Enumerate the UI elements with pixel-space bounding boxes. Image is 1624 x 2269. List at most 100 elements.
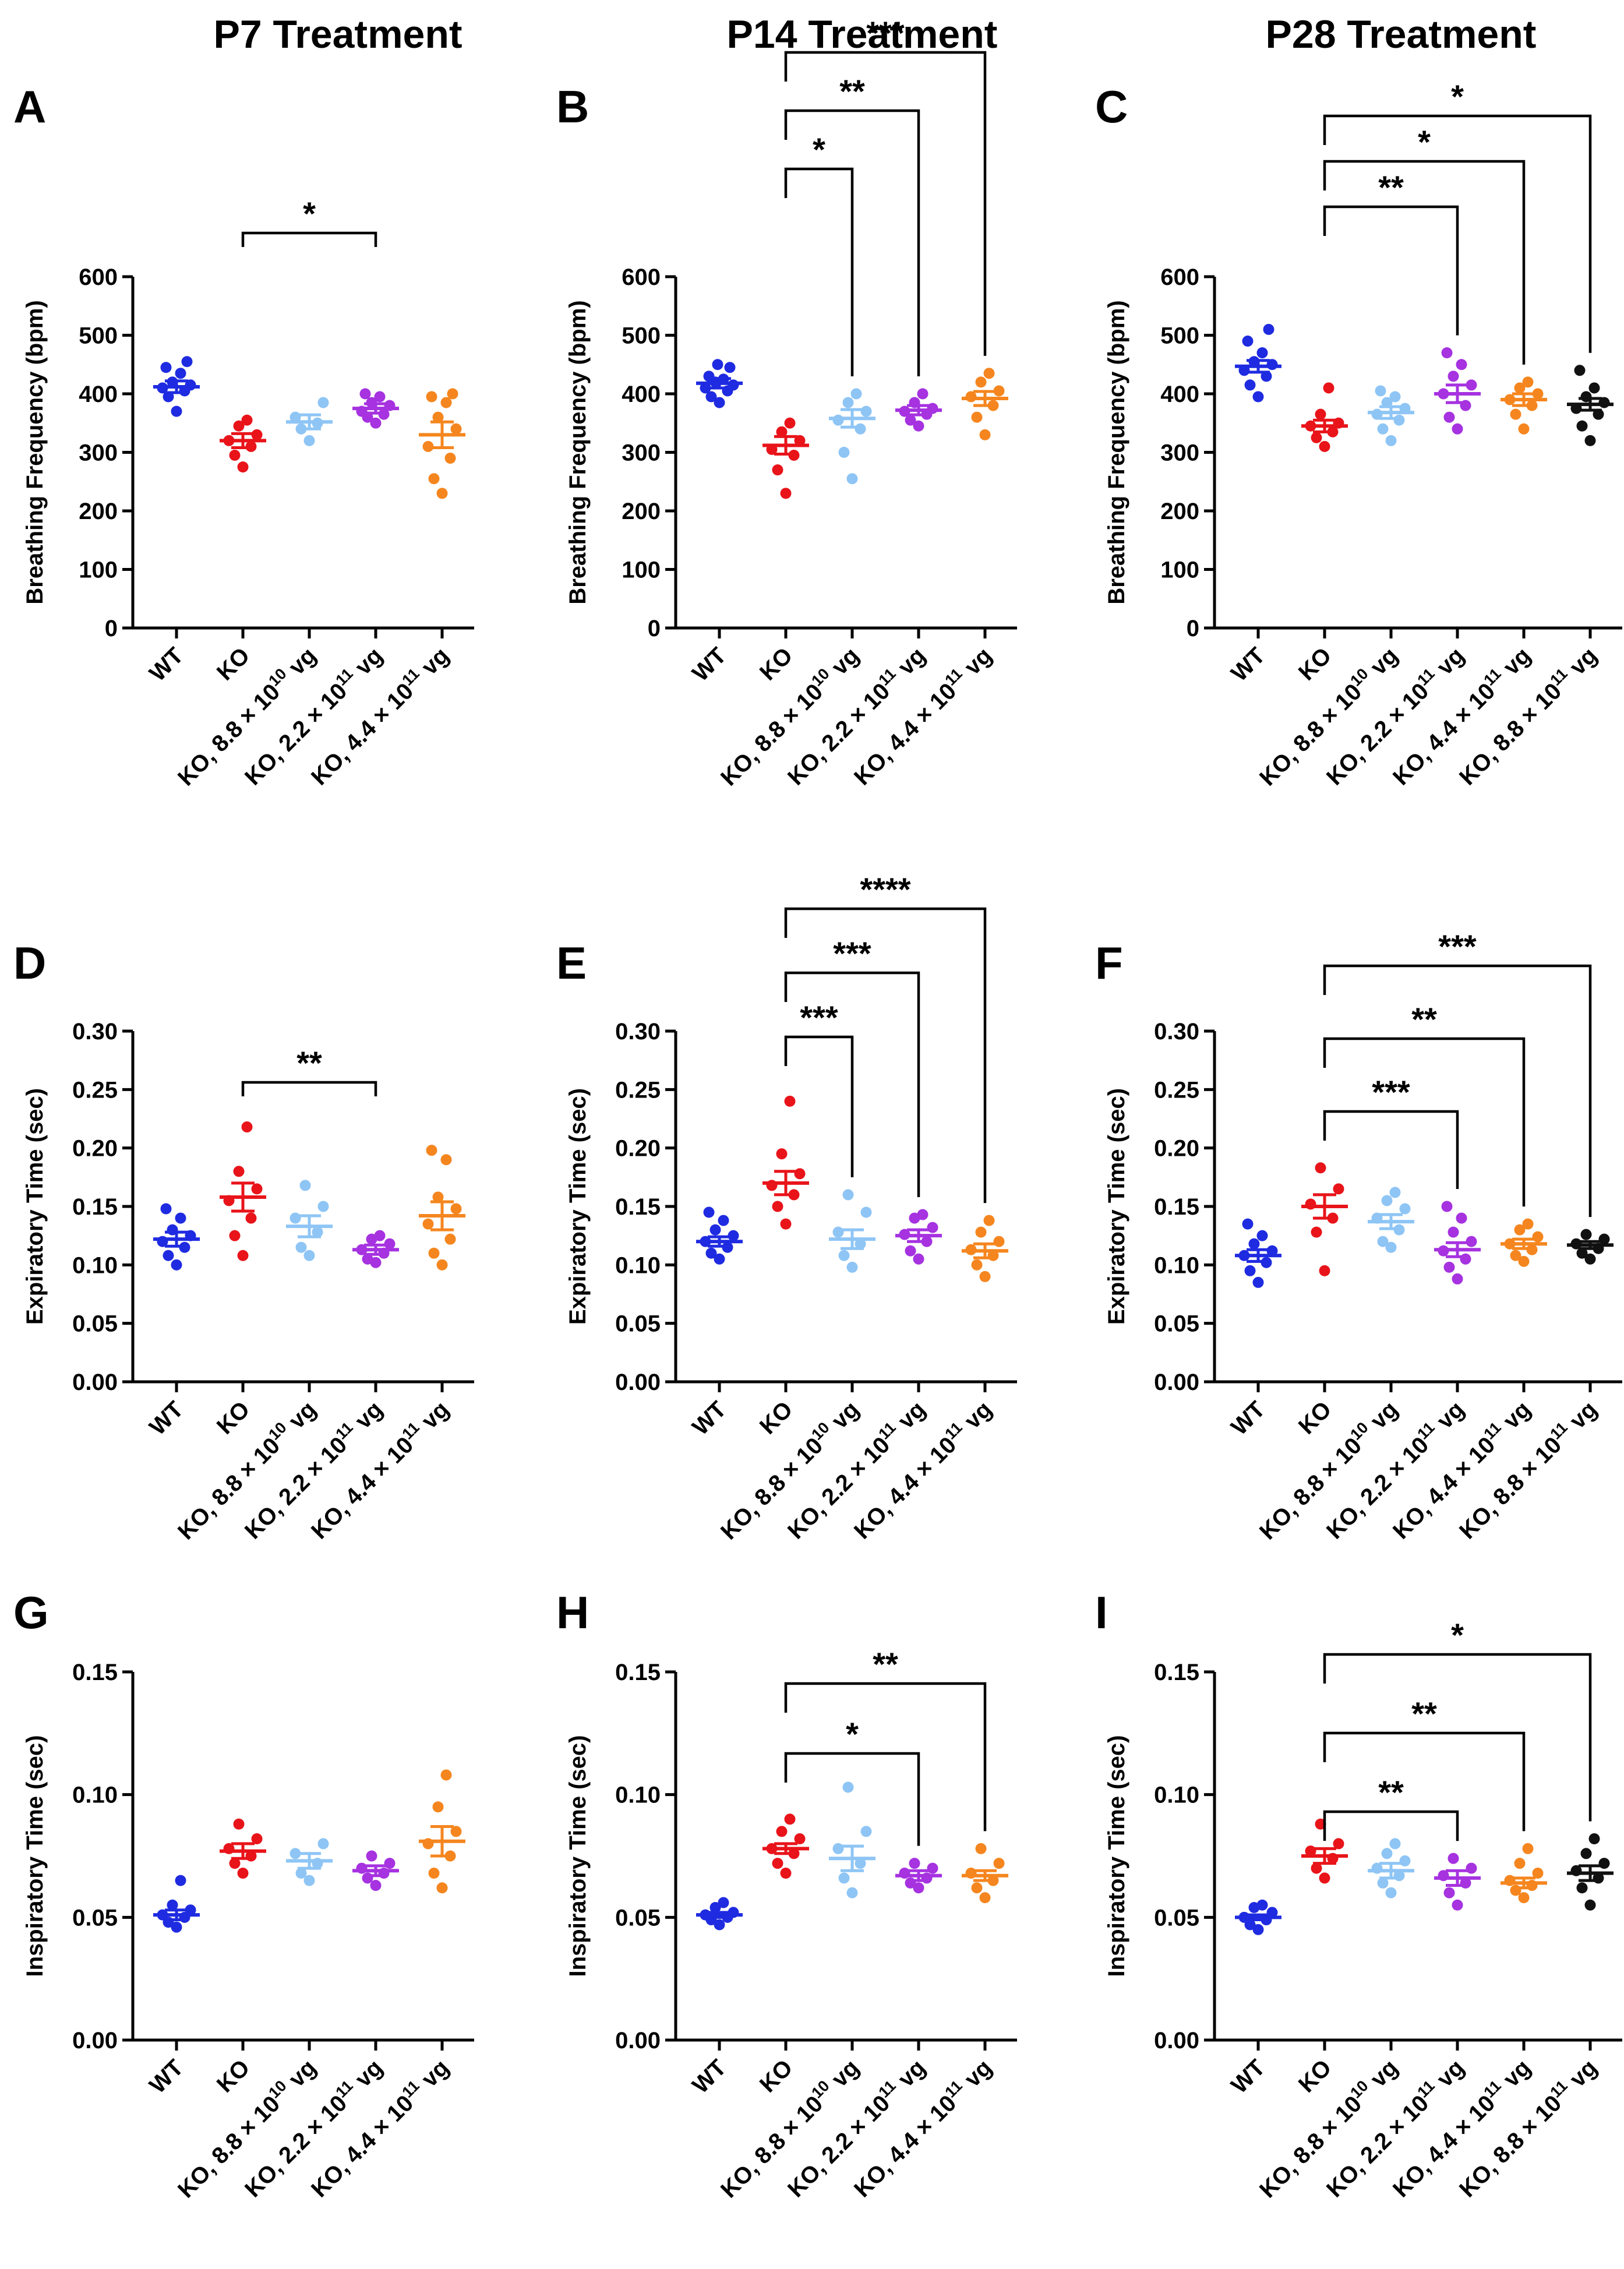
data-point	[374, 391, 386, 403]
data-point	[1248, 1238, 1260, 1250]
significance-label: ***	[833, 935, 871, 972]
data-point	[971, 1882, 983, 1894]
data-point	[1319, 1265, 1330, 1276]
data-point	[1532, 1867, 1544, 1879]
data-point	[971, 1259, 983, 1271]
significance-bracket: *	[241, 195, 377, 247]
data-point	[1448, 1226, 1459, 1238]
data-point	[1333, 1838, 1344, 1850]
data-point	[1256, 347, 1268, 359]
panel-letter: B	[556, 81, 589, 132]
y-tick-label: 0.15	[1154, 1194, 1199, 1220]
data-point	[1315, 1162, 1326, 1174]
significance-label: ***	[800, 999, 838, 1036]
y-tick-label: 0.10	[72, 1783, 118, 1808]
significance-label: *	[1451, 1617, 1464, 1653]
data-point	[1514, 1858, 1526, 1869]
data-point	[1389, 1187, 1401, 1198]
data-point	[860, 1826, 872, 1837]
data-point	[1381, 1848, 1393, 1859]
data-point	[975, 1843, 987, 1854]
y-tick-label: 0.20	[615, 1136, 661, 1162]
bracket-line	[784, 109, 920, 376]
panel-letter: D	[13, 937, 46, 989]
y-tick-label: 0.00	[1154, 1370, 1199, 1395]
data-point	[1381, 1195, 1393, 1206]
data-point	[426, 391, 437, 403]
data-point	[237, 1867, 249, 1879]
data-point	[1252, 1276, 1264, 1288]
significance-label: **	[1411, 1695, 1437, 1732]
data-point	[1584, 1899, 1596, 1911]
y-tick-label: 0.10	[1154, 1783, 1199, 1808]
y-tick-label: 300	[79, 440, 118, 466]
data-point	[913, 1882, 924, 1894]
significance-label: **	[296, 1044, 322, 1081]
y-tick-label: 0.15	[615, 1194, 661, 1220]
data-point	[1580, 1229, 1592, 1240]
data-point	[317, 397, 329, 408]
data-point	[1385, 1241, 1397, 1253]
y-tick-label: 0.05	[1154, 1311, 1199, 1337]
y-tick-label: 0.15	[615, 1660, 661, 1685]
y-tick-label: 0.05	[72, 1905, 118, 1931]
data-point	[846, 1261, 858, 1273]
significance-bracket: ****	[784, 871, 987, 1204]
data-point	[1448, 1852, 1459, 1864]
data-point	[444, 453, 456, 464]
data-point	[794, 1168, 806, 1180]
data-point	[780, 488, 792, 499]
data-point	[303, 1875, 315, 1886]
data-point	[728, 1230, 739, 1241]
data-point	[983, 368, 995, 379]
bracket-line	[784, 51, 987, 356]
y-axis-label: Breathing Frequency (bpm)	[1104, 300, 1129, 604]
data-point	[776, 1826, 788, 1837]
data-point	[303, 435, 315, 446]
significance-label: **	[1378, 169, 1404, 206]
data-point	[1256, 1899, 1268, 1911]
data-point	[1522, 376, 1534, 388]
significance-bracket: ***	[1323, 1074, 1459, 1189]
y-tick-label: 0.15	[1154, 1660, 1199, 1685]
significance-bracket: **	[784, 1646, 987, 1832]
data-point	[1319, 1872, 1330, 1884]
data-point	[1576, 420, 1588, 432]
y-axis-label: Inspiratory Time (sec)	[22, 1735, 48, 1977]
data-point	[855, 1238, 866, 1250]
column-title-p14: P14 Treatment	[727, 12, 998, 57]
data-point	[979, 1892, 991, 1904]
data-point	[171, 1259, 182, 1271]
significance-bracket: ***	[1323, 928, 1592, 1218]
data-point	[1460, 1253, 1471, 1265]
data-point	[1580, 1848, 1592, 1859]
significance-label: *	[1451, 78, 1464, 115]
significance-label: **	[1411, 1001, 1437, 1038]
bracket-line	[784, 971, 920, 1198]
significance-label: **	[839, 73, 865, 110]
panel-letter: F	[1095, 937, 1123, 989]
data-point	[714, 397, 725, 408]
data-point	[229, 1858, 241, 1869]
panel-letter: E	[556, 937, 587, 989]
significance-label: ****	[860, 871, 910, 908]
data-point	[1584, 1253, 1596, 1265]
data-point	[1333, 1183, 1344, 1195]
significance-bracket: *	[784, 131, 854, 376]
data-point	[233, 1166, 245, 1177]
data-point	[299, 1180, 311, 1191]
y-tick-label: 100	[1160, 557, 1199, 583]
data-point	[714, 1919, 725, 1931]
data-point	[444, 1233, 456, 1245]
data-point	[709, 1224, 721, 1236]
data-point	[1518, 423, 1530, 435]
y-tick-label: 0.05	[1154, 1905, 1199, 1931]
data-point	[1441, 1201, 1453, 1212]
data-point	[1377, 1877, 1389, 1889]
data-point	[422, 1218, 434, 1230]
y-tick-label: 600	[1160, 264, 1199, 290]
significance-bracket: **	[1323, 1695, 1526, 1832]
data-point	[1518, 1255, 1530, 1267]
y-tick-label: 0	[1187, 616, 1199, 641]
